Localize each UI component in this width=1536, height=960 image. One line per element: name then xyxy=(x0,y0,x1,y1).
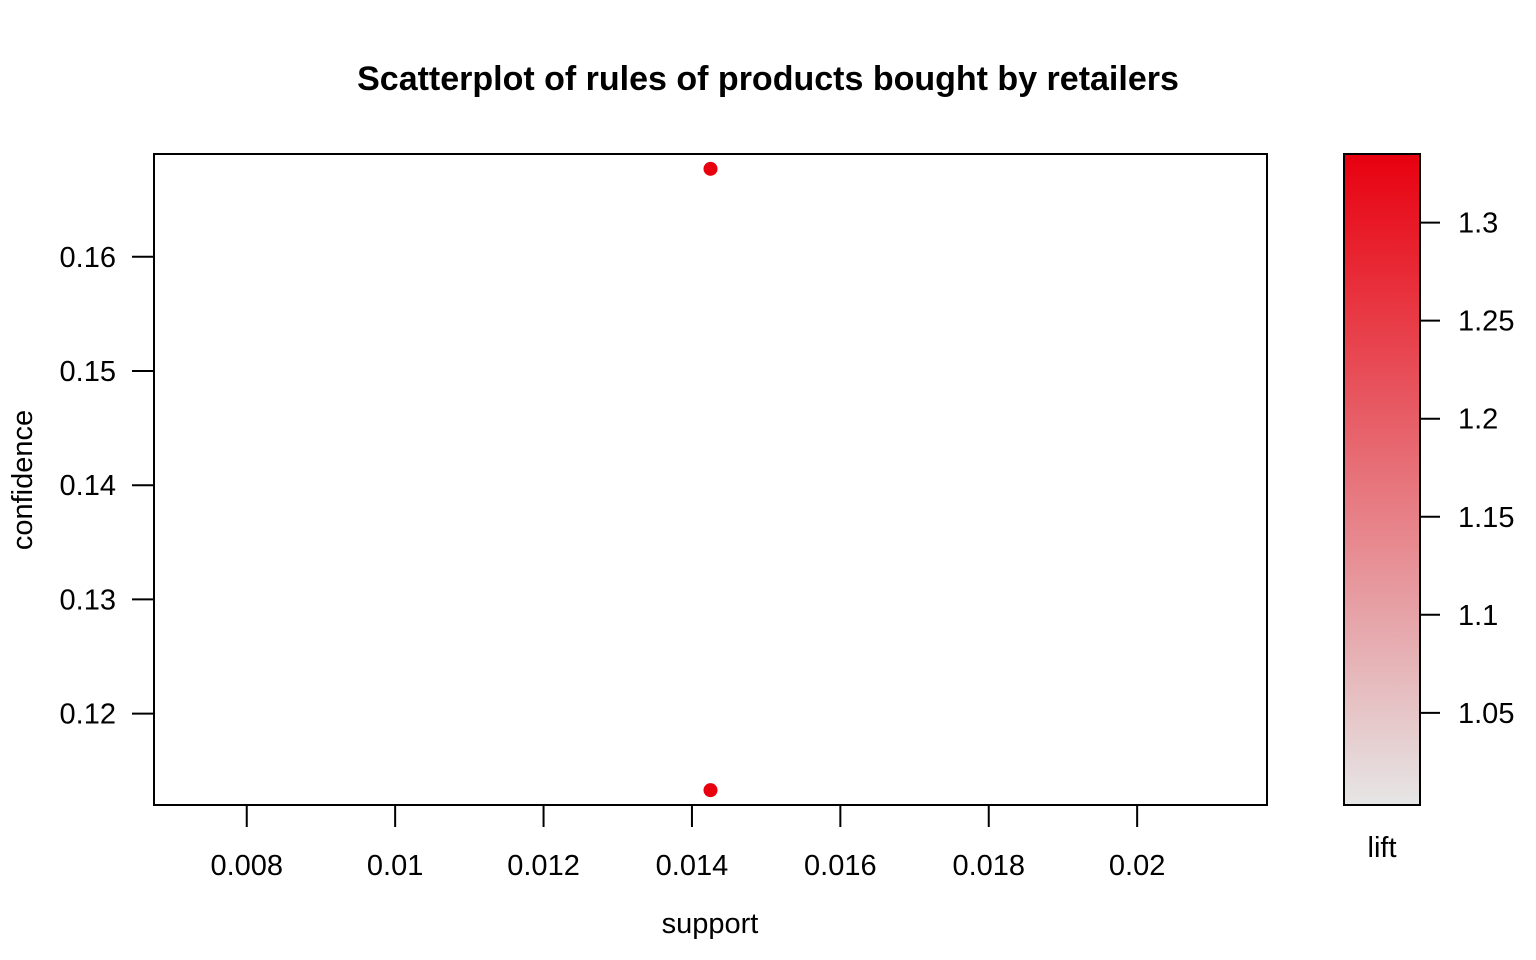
data-points xyxy=(703,161,718,798)
y-tick-label: 0.16 xyxy=(60,242,116,274)
y-tick-label: 0.15 xyxy=(60,356,116,388)
colorbar-tick-label: 1.15 xyxy=(1458,502,1514,534)
x-axis: 0.008 0.01 0.012 0.014 0.016 0.018 0.02 xyxy=(210,804,1165,882)
x-tick-label: 0.014 xyxy=(656,850,729,882)
lift-colorbar xyxy=(1343,153,1421,806)
plot-frame xyxy=(153,153,1268,806)
colorbar-tick-label: 1.2 xyxy=(1458,404,1498,436)
y-tick-label: 0.12 xyxy=(60,699,116,731)
x-axis-title: support xyxy=(662,908,759,940)
x-tick-label: 0.018 xyxy=(952,850,1025,882)
x-tick-label: 0.012 xyxy=(507,850,580,882)
colorbar-tick-label: 1.1 xyxy=(1458,600,1498,632)
y-tick-label: 0.14 xyxy=(60,470,116,502)
colorbar-tick-label: 1.25 xyxy=(1458,306,1514,338)
chart-title: Scatterplot of rules of products bought … xyxy=(357,60,1179,98)
y-axis-title: confidence xyxy=(7,410,39,550)
y-tick-label: 0.13 xyxy=(60,584,116,616)
data-point xyxy=(703,161,718,176)
colorbar-axis: 1.05 1.1 1.15 1.2 1.25 1.3 xyxy=(1420,208,1514,730)
colorbar-title: lift xyxy=(1368,832,1397,864)
colorbar-tick-label: 1.3 xyxy=(1458,208,1498,240)
x-tick-label: 0.01 xyxy=(367,850,423,882)
x-tick-label: 0.008 xyxy=(210,850,283,882)
data-point xyxy=(703,783,718,798)
x-tick-label: 0.02 xyxy=(1109,850,1165,882)
x-tick-label: 0.016 xyxy=(804,850,877,882)
colorbar-tick-label: 1.05 xyxy=(1458,698,1514,730)
y-axis: 0.12 0.13 0.14 0.15 0.16 xyxy=(60,242,155,731)
